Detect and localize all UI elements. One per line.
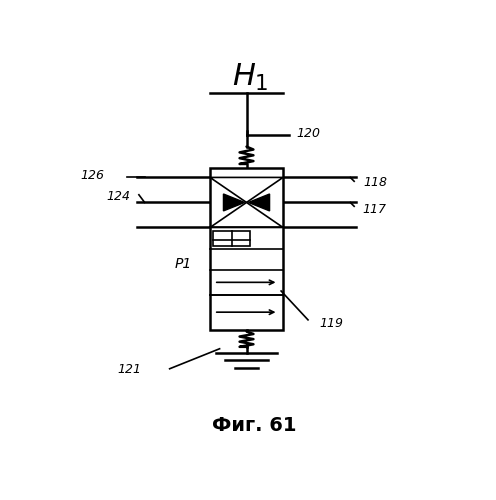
Text: 120: 120 (297, 126, 320, 140)
Bar (213, 230, 250, 246)
Polygon shape (210, 178, 283, 203)
Text: $\mathit{H_1}$: $\mathit{H_1}$ (232, 62, 269, 93)
Text: Фиг. 61: Фиг. 61 (212, 416, 297, 435)
Text: 126: 126 (81, 169, 105, 182)
Polygon shape (248, 194, 270, 211)
Bar (210, 168, 283, 330)
Polygon shape (224, 194, 245, 211)
Text: 118: 118 (364, 176, 388, 189)
Text: 119: 119 (319, 317, 344, 330)
Text: 117: 117 (363, 203, 386, 216)
Text: 124: 124 (106, 190, 130, 203)
Text: 121: 121 (117, 362, 141, 376)
Polygon shape (210, 202, 283, 228)
Text: P1: P1 (175, 257, 192, 271)
